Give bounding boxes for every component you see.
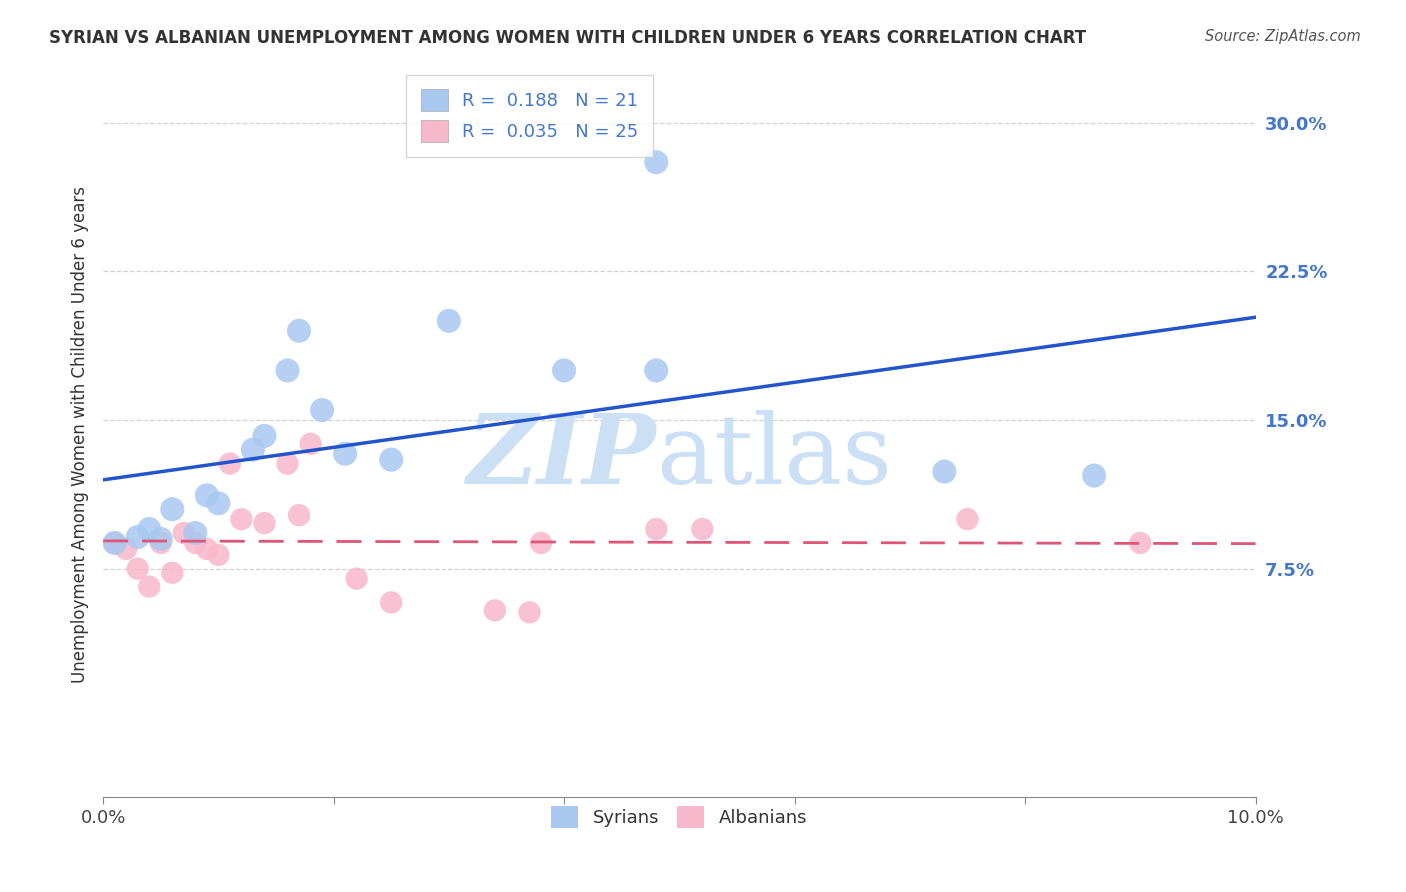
Point bbox=[530, 536, 553, 550]
Point bbox=[184, 536, 207, 550]
Point bbox=[288, 508, 311, 523]
Point bbox=[173, 526, 195, 541]
Point bbox=[934, 465, 956, 479]
Point bbox=[299, 437, 322, 451]
Point bbox=[162, 502, 184, 516]
Point bbox=[253, 429, 276, 443]
Point bbox=[138, 580, 160, 594]
Text: atlas: atlas bbox=[657, 409, 893, 504]
Point bbox=[195, 541, 218, 556]
Point bbox=[207, 496, 229, 510]
Y-axis label: Unemployment Among Women with Children Under 6 years: Unemployment Among Women with Children U… bbox=[72, 186, 89, 683]
Point bbox=[276, 457, 298, 471]
Point bbox=[484, 603, 506, 617]
Point bbox=[380, 595, 402, 609]
Point bbox=[104, 536, 127, 550]
Point bbox=[219, 457, 242, 471]
Point bbox=[162, 566, 184, 580]
Point bbox=[253, 516, 276, 530]
Point bbox=[1083, 468, 1105, 483]
Text: ZIP: ZIP bbox=[467, 409, 657, 504]
Point bbox=[956, 512, 979, 526]
Point bbox=[380, 452, 402, 467]
Point bbox=[207, 548, 229, 562]
Point bbox=[346, 572, 368, 586]
Point bbox=[645, 522, 668, 536]
Point bbox=[231, 512, 253, 526]
Text: SYRIAN VS ALBANIAN UNEMPLOYMENT AMONG WOMEN WITH CHILDREN UNDER 6 YEARS CORRELAT: SYRIAN VS ALBANIAN UNEMPLOYMENT AMONG WO… bbox=[49, 29, 1087, 46]
Point bbox=[437, 314, 460, 328]
Point bbox=[276, 363, 298, 377]
Text: Source: ZipAtlas.com: Source: ZipAtlas.com bbox=[1205, 29, 1361, 44]
Point bbox=[553, 363, 575, 377]
Point bbox=[1129, 536, 1152, 550]
Point bbox=[692, 522, 714, 536]
Point bbox=[127, 530, 149, 544]
Point bbox=[645, 363, 668, 377]
Point bbox=[104, 536, 127, 550]
Point bbox=[311, 403, 333, 417]
Point bbox=[149, 532, 172, 546]
Point bbox=[127, 562, 149, 576]
Point bbox=[184, 526, 207, 541]
Point bbox=[115, 541, 138, 556]
Point bbox=[138, 522, 160, 536]
Point bbox=[242, 442, 264, 457]
Point bbox=[645, 155, 668, 169]
Point bbox=[288, 324, 311, 338]
Point bbox=[333, 447, 356, 461]
Point bbox=[195, 488, 218, 502]
Point bbox=[519, 606, 541, 620]
Point bbox=[149, 536, 172, 550]
Legend: Syrians, Albanians: Syrians, Albanians bbox=[544, 798, 814, 835]
